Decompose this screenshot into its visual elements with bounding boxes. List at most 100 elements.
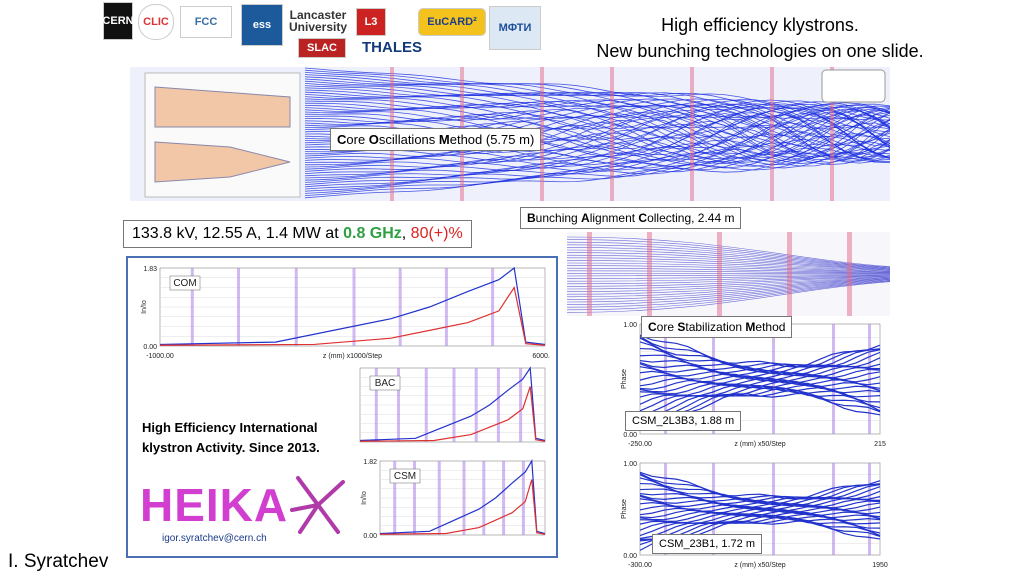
cavity (437, 461, 441, 535)
text: tabilization (685, 320, 746, 334)
text: , (401, 225, 411, 242)
cavity (444, 268, 448, 346)
trajectory (304, 147, 890, 185)
trajectory (304, 72, 890, 119)
trajectory (304, 148, 890, 194)
plot-image: BAC (359, 366, 546, 443)
caption: CSM_23B1, 1.72 m (652, 534, 762, 554)
cavity (664, 324, 667, 434)
curve (639, 363, 881, 379)
trajectory (304, 151, 890, 196)
curve (639, 502, 881, 511)
curve (639, 378, 881, 393)
curve (639, 477, 881, 504)
curve (639, 337, 881, 371)
text: 0.8 GHz (343, 225, 402, 242)
plot-image: 1.00 0.00 Phase -250.00 z (mm) x50/Step 215 (621, 322, 886, 448)
bac-banner: Bunching Alignment Collecting, 2.44 m (520, 207, 742, 229)
logo: THALES (350, 38, 434, 56)
text: ollecting, 2.44 m (647, 211, 735, 225)
tick-label: 0.00 (143, 344, 157, 351)
trajectory (304, 140, 890, 181)
cavity (610, 67, 614, 201)
curve (159, 285, 546, 346)
curve (639, 380, 881, 395)
author: I. Syratchev (8, 551, 109, 572)
tick-label: 1.82 (363, 459, 377, 466)
text: 133.8 kV, 12.55 A, 1.4 MW at (132, 225, 344, 242)
curve (379, 479, 546, 535)
cavity (474, 368, 478, 442)
logo: FCC (180, 6, 232, 38)
text: O (368, 132, 379, 147)
curve (639, 336, 881, 368)
curve (639, 495, 881, 509)
tag-box (389, 468, 421, 484)
simulation-image (567, 232, 890, 316)
heika-panel (126, 256, 558, 558)
cavity (424, 368, 428, 442)
trajectory (304, 144, 890, 183)
cavity (521, 461, 525, 535)
logo: CERN (102, 2, 134, 40)
title-line: New bunching technologies on one slide. (596, 41, 924, 61)
trajectory (304, 74, 890, 121)
plot-image: 1.83 0.00 In/Io -1000.00 z (mm) x1000/Step 60… (141, 266, 550, 360)
text: scillations (378, 132, 439, 147)
trajectory (304, 78, 890, 120)
tag: CSM (394, 471, 416, 482)
curve (639, 474, 881, 502)
logo: L3 (356, 8, 386, 36)
text: 80(+)% (410, 225, 463, 242)
cavity (770, 67, 774, 201)
tick-label: 1.00 (623, 322, 637, 329)
text: A (581, 211, 590, 225)
text: M (745, 320, 756, 334)
logo: SLAC (298, 38, 346, 58)
starfish-icon (290, 476, 345, 534)
cavity (690, 67, 694, 201)
text: C (337, 132, 347, 147)
curve (379, 459, 546, 535)
trajectory (304, 129, 890, 163)
tick-label: 0.00 (363, 533, 377, 540)
cavity (647, 232, 652, 316)
axis-label: Phase (621, 369, 628, 389)
cavity (393, 461, 397, 535)
cavity (294, 268, 298, 346)
csm-banner: Core Stabilization Method (641, 316, 793, 338)
text: C (638, 211, 648, 225)
curve (639, 471, 881, 500)
tag-box (369, 375, 401, 391)
curve (639, 366, 881, 380)
simulation-image (130, 67, 890, 201)
text: B (527, 211, 536, 225)
logo: Lancaster University (286, 6, 350, 36)
text: ethod (755, 320, 786, 334)
logo: ess (241, 4, 283, 46)
trajectory (304, 96, 890, 128)
tick-label: 0.00 (623, 432, 637, 439)
tick-label: -300.00 (628, 562, 652, 569)
heika-logo: HEIKA (140, 479, 289, 531)
cavity (712, 324, 715, 434)
cavity (452, 368, 456, 442)
curve (639, 511, 881, 525)
axis-label: In/Io (141, 300, 148, 314)
cavity (847, 232, 852, 316)
com-banner: Core Oscillations Method (5.75 m) (330, 128, 542, 151)
text: M (438, 132, 450, 147)
trajectory (304, 155, 890, 199)
parameters: 133.8 kV, 12.55 A, 1.4 MW at 0.8 GHz, 80… (123, 220, 472, 248)
trajectory (304, 139, 890, 172)
plot-image: 1.00 0.00 Phase -300.00 z (mm) x50/Step 1950 (621, 461, 888, 569)
inset-shape (154, 141, 291, 183)
trajectory (304, 87, 890, 130)
tick-label: 215 (874, 441, 886, 448)
text: ore (656, 320, 678, 334)
tick-label: 6000.00 (532, 353, 550, 360)
trajectory (304, 135, 890, 170)
tick-label: -250.00 (628, 441, 652, 448)
curve (639, 508, 881, 521)
cavity (491, 268, 495, 346)
